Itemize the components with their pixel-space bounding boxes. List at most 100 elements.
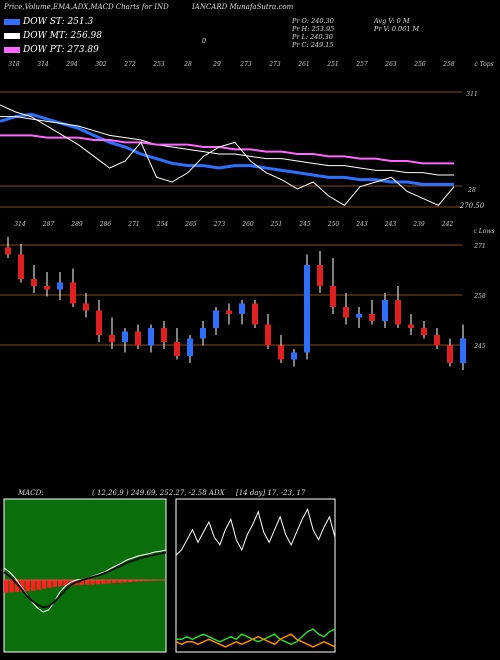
macd-histogram-bar (52, 580, 57, 587)
candle-body (226, 310, 232, 314)
candle (252, 300, 258, 328)
price-panel: c Tops c Lows 311 28 270.50 318 314 294 302 272 25… (0, 61, 495, 235)
candle-panel: 271 258 245 (0, 237, 486, 370)
candle (148, 324, 154, 353)
macd-histogram-bar (47, 580, 52, 588)
stat-high: Pr H: 253.95 (292, 25, 335, 33)
top-value-label: 318 (8, 61, 20, 68)
top-value-label: 257 (355, 61, 368, 68)
candle (109, 317, 115, 349)
macd-histogram-bar (41, 580, 47, 589)
low-value-label: 239 (412, 221, 425, 228)
macd-histogram-bar (117, 580, 122, 583)
candle (278, 335, 284, 363)
top-value-label: 294 (65, 61, 78, 68)
candle-body (252, 303, 258, 325)
low-value-label: 245 (298, 221, 311, 228)
legend-dow-mt: DOW MT: 256.98 (4, 31, 102, 41)
candle (213, 307, 219, 335)
candle-body (460, 338, 466, 363)
candle-y-tick: 245 (473, 343, 486, 350)
candle-body (434, 335, 440, 346)
macd-histogram-bar (95, 580, 101, 585)
legend-swatch-mt (4, 33, 20, 39)
adx-panel (175, 498, 336, 653)
candle-body (382, 300, 388, 321)
price-y-label-mid: 28 (467, 187, 476, 194)
macd-histogram-bar (68, 580, 74, 586)
macd-histogram-bar (36, 580, 41, 590)
candle (356, 307, 362, 328)
macd-histogram-bar (63, 580, 68, 586)
candle (317, 251, 323, 293)
candle (460, 324, 466, 370)
candle-body (421, 328, 427, 335)
macd-histogram-bar (139, 580, 144, 582)
ema-line-2 (0, 134, 454, 165)
macd-histogram-bar (133, 580, 138, 582)
candle-body (44, 286, 50, 290)
adx-line-0 (175, 507, 336, 556)
candle-body (213, 310, 219, 328)
tops-axis-label: c Tops (474, 61, 493, 68)
candle-body (135, 331, 141, 346)
candle-body (109, 335, 115, 342)
candle (161, 321, 167, 349)
candle-body (356, 314, 362, 318)
top-value-label: 263 (384, 61, 397, 68)
legend-label-pt: DOW PT: 273.89 (23, 45, 99, 55)
candle-body (343, 307, 349, 318)
macd-histogram-bar (9, 580, 14, 593)
candle-body (174, 342, 180, 356)
legend-label-mt: DOW MT: 256.98 (23, 31, 102, 41)
candle-body (239, 303, 245, 314)
stat-low: Pr L: 240.30 (292, 33, 333, 41)
stat-open: Pr O: 240.30 (292, 17, 334, 25)
last-price-label: 270.50 (459, 202, 485, 210)
top-value-label: 273 (268, 61, 281, 68)
low-value-label: 254 (156, 221, 169, 228)
adx-background (175, 498, 336, 653)
candle (330, 258, 336, 314)
candle-body (278, 345, 284, 360)
macd-histogram-bar (106, 580, 111, 584)
stat-avg-volume: Avg V: 0 M (374, 17, 410, 25)
candle-body (304, 265, 310, 353)
macd-histogram-bar (122, 580, 128, 583)
macd-histogram-bar (31, 580, 36, 591)
macd-histogram-bar (101, 580, 106, 584)
low-value-label: 251 (270, 221, 282, 228)
candle (5, 237, 11, 258)
candle (57, 272, 63, 300)
candle (447, 338, 453, 367)
top-value-label: 258 (442, 61, 455, 68)
macd-histogram-bar (90, 580, 95, 585)
macd-histogram-bar (25, 580, 30, 592)
low-value-label: 250 (327, 221, 340, 228)
top-value-label: 273 (239, 61, 252, 68)
macd-background (3, 498, 167, 653)
legend-swatch-pt (4, 47, 20, 53)
candle (395, 286, 401, 328)
candle (44, 272, 50, 297)
top-value-label: 256 (413, 61, 426, 68)
candle-body (161, 328, 167, 342)
candle-body (317, 265, 323, 286)
candle-body (369, 314, 375, 321)
stat-volume: Pr V: 0.061 M (374, 25, 420, 33)
macd-histogram-bar (14, 580, 20, 593)
candle-body (408, 324, 414, 328)
candle (18, 244, 24, 283)
legend-label-st: DOW ST: 251.3 (23, 17, 94, 27)
price-line (0, 104, 455, 206)
low-value-label: 243 (384, 221, 397, 228)
macd-histogram-bar (79, 580, 84, 585)
stat-close: Pr C: 249.15 (292, 41, 334, 49)
candle (135, 324, 141, 349)
adx-line-1 (176, 628, 336, 646)
low-value-label: 289 (70, 221, 83, 228)
candle (265, 314, 271, 349)
macd-values: ( 12,26,9 ) 249.69, 252.27, -2.58 ADX (92, 489, 225, 497)
legend-dow-pt: DOW PT: 273.89 (4, 45, 99, 55)
